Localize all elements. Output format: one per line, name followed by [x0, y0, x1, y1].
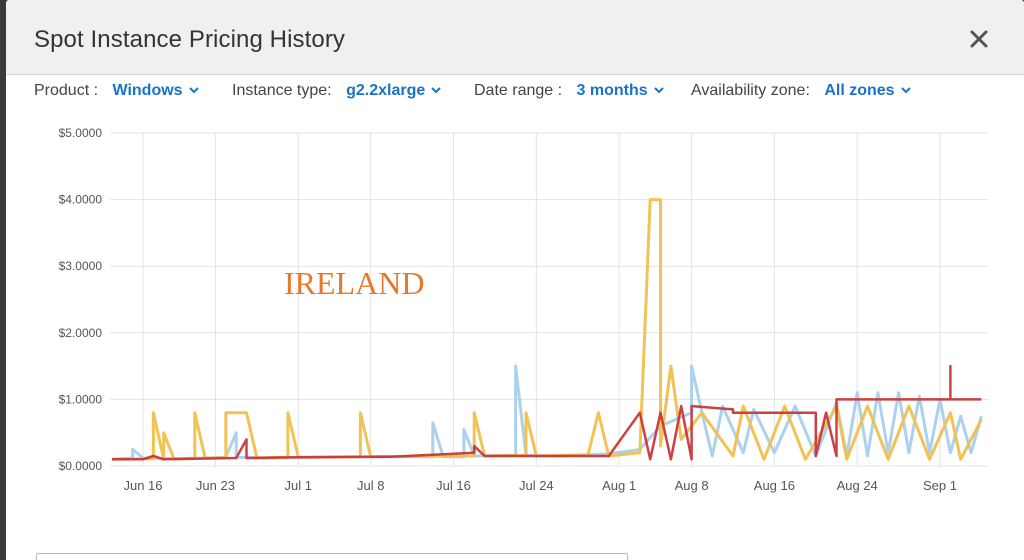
y-tick-label: $4.0000 [59, 193, 103, 207]
y-tick-label: $2.0000 [59, 326, 103, 340]
availability-zone-dropdown[interactable]: All zones [824, 82, 911, 99]
pricing-chart: $0.0000 $1.0000 $2.0000 $3.0000 $4.0000 $5.00… [6, 118, 1024, 498]
ireland-annotation: IRELAND [284, 265, 424, 301]
date-range-dropdown[interactable]: 3 months [577, 82, 664, 99]
chevron-down-icon [188, 87, 199, 94]
x-tick-label: Aug 1 [602, 478, 636, 493]
product-value: Windows [112, 82, 183, 99]
price-series-line [111, 198, 983, 461]
pricing-chart-svg: $0.0000 $1.0000 $2.0000 $3.0000 $4.0000 $5.00… [59, 126, 988, 493]
date-range-value: 3 months [576, 82, 648, 99]
x-tick-label: Jul 8 [357, 478, 384, 493]
product-filter: Product : Windows [34, 82, 199, 100]
x-tick-label: Aug 8 [675, 478, 709, 493]
axis-labels: $0.0000 $1.0000 $2.0000 $3.0000 $4.0000 $5.00… [59, 126, 957, 493]
date-range-filter: Date range : 3 months [474, 82, 664, 100]
y-tick-label: $3.0000 [59, 259, 103, 273]
chevron-down-icon [431, 87, 441, 94]
chevron-down-icon [900, 87, 911, 94]
x-tick-label: Jul 1 [285, 478, 312, 493]
x-tick-label: Aug 24 [837, 478, 878, 493]
x-tick-label: Jun 16 [123, 478, 162, 493]
availability-zone-value: All zones [824, 82, 895, 99]
spot-pricing-modal: Spot Instance Pricing History Product : … [6, 0, 1024, 560]
x-tick-label: Jun 23 [196, 478, 235, 493]
instance-type-value: g2.2xlarge [346, 82, 426, 99]
y-tick-label: $0.0000 [59, 459, 103, 473]
x-tick-label: Sep 1 [923, 478, 957, 493]
price-series-line [111, 364, 982, 461]
availability-zone-label: Availability zone: [691, 82, 810, 99]
instance-type-dropdown[interactable]: g2.2xlarge [346, 82, 441, 99]
x-tick-label: Aug 16 [754, 478, 795, 493]
grid-lines [110, 132, 988, 467]
y-tick-label: $5.0000 [59, 126, 103, 140]
y-tick-label: $1.0000 [59, 392, 103, 406]
close-icon[interactable] [966, 26, 992, 52]
availability-zone-filter: Availability zone: All zones [691, 82, 911, 100]
product-dropdown[interactable]: Windows [112, 82, 199, 99]
x-tick-label: Jul 24 [519, 478, 554, 493]
filter-bar: Product : Windows Instance type: g2.2xla… [34, 82, 994, 102]
instance-type-filter: Instance type: g2.2xlarge [232, 82, 441, 100]
footer-panel [36, 553, 628, 560]
product-label: Product : [34, 82, 99, 99]
price-series-layer [111, 198, 983, 461]
window-edge [0, 0, 6, 560]
date-range-label: Date range : [474, 82, 563, 99]
instance-type-label: Instance type: [232, 82, 332, 99]
modal-header: Spot Instance Pricing History [6, 0, 1024, 75]
x-tick-label: Jul 16 [436, 478, 471, 493]
chevron-down-icon [653, 87, 664, 94]
modal-title: Spot Instance Pricing History [34, 26, 346, 53]
